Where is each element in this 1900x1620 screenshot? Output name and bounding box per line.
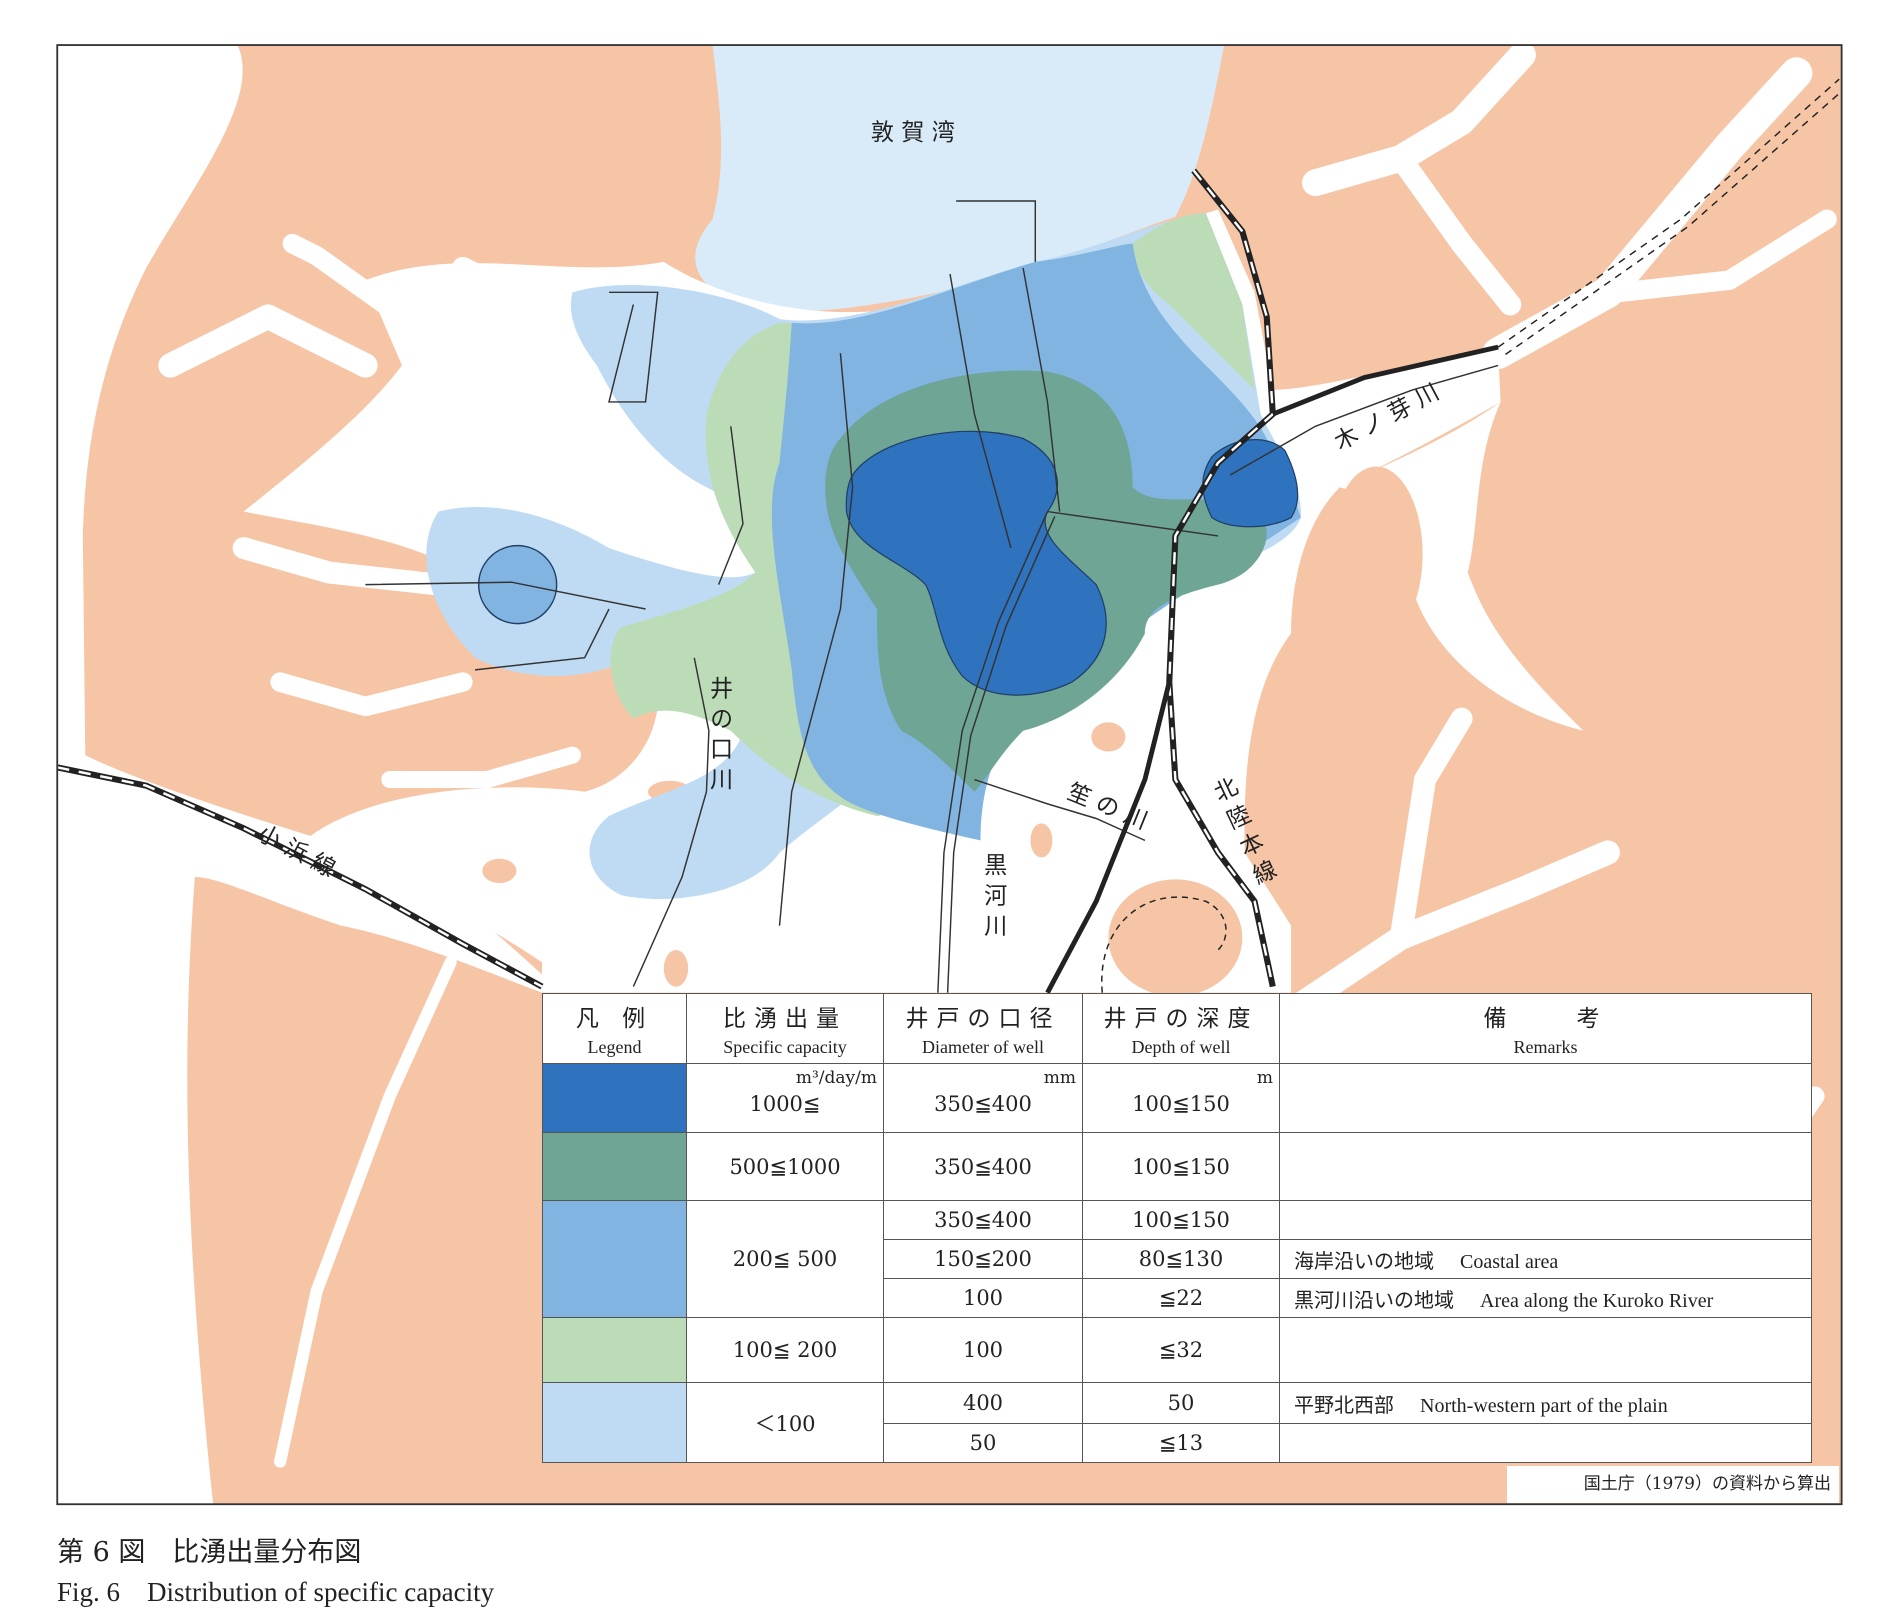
caption-ja: 第 6 図 比湧出量分布図 xyxy=(57,1537,362,1568)
remarks-cell: 平野北西部 North-western part of the plain xyxy=(1279,1382,1812,1424)
tsuruga-bay-sea xyxy=(695,45,1225,312)
legend-row: 500≦1000 350≦400 100≦150 xyxy=(542,1132,1812,1201)
legend-header-row: 凡 例 Legend 比湧出量 Specific capacity 井戸の口径 Dia… xyxy=(542,993,1812,1064)
remarks-cell: 黒河川沿いの地域 Area along the Kuroko River xyxy=(1279,1278,1812,1318)
remarks-cell xyxy=(1279,1423,1812,1463)
map-frame xyxy=(56,44,1843,1506)
header-capacity: 比湧出量 Specific capacity xyxy=(686,993,884,1064)
capacity-cell: 100≦ 200 xyxy=(686,1317,884,1383)
legend-subrow: 150≦200 80≦130 海岸沿いの地域 Coastal area xyxy=(543,1239,1812,1279)
label-bay: 敦賀湾 xyxy=(871,120,962,146)
inokuchi-river xyxy=(632,657,710,987)
depth-cell: ≦22 xyxy=(1082,1278,1280,1318)
swatch-200-500 xyxy=(542,1200,687,1318)
hills xyxy=(482,466,1423,997)
diameter-cell: 100 xyxy=(883,1278,1083,1318)
zone-100-200-east xyxy=(1132,213,1255,390)
sasanokawa-river xyxy=(974,778,1146,842)
remarks-cell xyxy=(1279,1317,1812,1383)
zone-1000-plus-east xyxy=(1202,439,1299,528)
remarks-cell xyxy=(1279,1063,1812,1133)
legend-row: ＜100 400 50 平野北西部 North-western part of t… xyxy=(542,1382,1812,1463)
legend-row: 100≦ 200 100 ≦32 xyxy=(542,1317,1812,1383)
kinome-river xyxy=(1229,364,1499,476)
legend-subrow: 100 ≦22 黒河川沿いの地域 Area along the Kuroko Ri… xyxy=(543,1278,1812,1318)
capacity-cell: 200≦ 500 xyxy=(686,1200,884,1318)
depth-cell: ≦32 xyxy=(1082,1317,1280,1383)
source-note: 国土庁（1979）の資料から算出 xyxy=(1507,1466,1839,1503)
header-diameter: 井戸の口径 Diameter of well xyxy=(883,993,1083,1064)
depth-cell: 100≦150 xyxy=(1082,1132,1280,1201)
caption-en: Fig. 6 Distribution of specific capacity xyxy=(57,1577,495,1607)
capacity-cell: ＜100 xyxy=(686,1382,884,1463)
diameter-cell: 400 xyxy=(883,1382,1083,1424)
depth-cell: 50 xyxy=(1082,1382,1280,1424)
remarks-cell xyxy=(1279,1132,1812,1201)
remarks-cell xyxy=(1279,1200,1812,1240)
zone-1000-plus xyxy=(845,430,1107,696)
legend-subrow: 50 ≦13 xyxy=(543,1423,1812,1463)
depth-cell: ≦13 xyxy=(1082,1423,1280,1463)
diameter-cell: 150≦200 xyxy=(883,1239,1083,1279)
diameter-cell: 350≦400 xyxy=(883,1132,1083,1201)
depth-cell: 80≦130 xyxy=(1082,1239,1280,1279)
remarks-cell: 海岸沿いの地域 Coastal area xyxy=(1279,1239,1812,1279)
rivers-roads xyxy=(365,200,1499,993)
label-inokuchi-river: 井の口川 xyxy=(706,676,734,798)
zone-200-500-west xyxy=(477,544,558,625)
depth-cell: m 100≦150 xyxy=(1082,1063,1280,1133)
header-depth: 井戸の深度 Depth of well xyxy=(1082,993,1280,1064)
swatch-1000-plus xyxy=(542,1063,687,1133)
capacity-cell: m³/day/m 1000≦ xyxy=(686,1063,884,1133)
depth-cell: 100≦150 xyxy=(1082,1200,1280,1240)
swatch-100-200 xyxy=(542,1317,687,1383)
swatch-500-1000 xyxy=(542,1132,687,1201)
diameter-cell: 350≦400 xyxy=(883,1200,1083,1240)
diameter-cell: 50 xyxy=(883,1423,1083,1463)
label-kuroko-river: 黒河川 xyxy=(980,853,1008,944)
swatch-lt-100 xyxy=(542,1382,687,1463)
diameter-cell: mm 350≦400 xyxy=(883,1063,1083,1133)
legend-row: 200≦ 500 350≦400 100≦150 xyxy=(542,1200,1812,1318)
header-remarks: 備 考 Remarks xyxy=(1279,993,1812,1064)
kuroko-river-bank xyxy=(946,516,1056,993)
legend-row: m³/day/m 1000≦ mm 350≦400 m 100≦150 xyxy=(542,1063,1812,1133)
legend-table: 凡 例 Legend 比湧出量 Specific capacity 井戸の口径 Dia… xyxy=(542,993,1812,1463)
railways xyxy=(56,78,1843,994)
capacity-cell: 500≦1000 xyxy=(686,1132,884,1201)
kuroko-river xyxy=(937,511,1049,993)
diameter-cell: 100 xyxy=(883,1317,1083,1383)
header-legend: 凡 例 Legend xyxy=(542,993,687,1064)
